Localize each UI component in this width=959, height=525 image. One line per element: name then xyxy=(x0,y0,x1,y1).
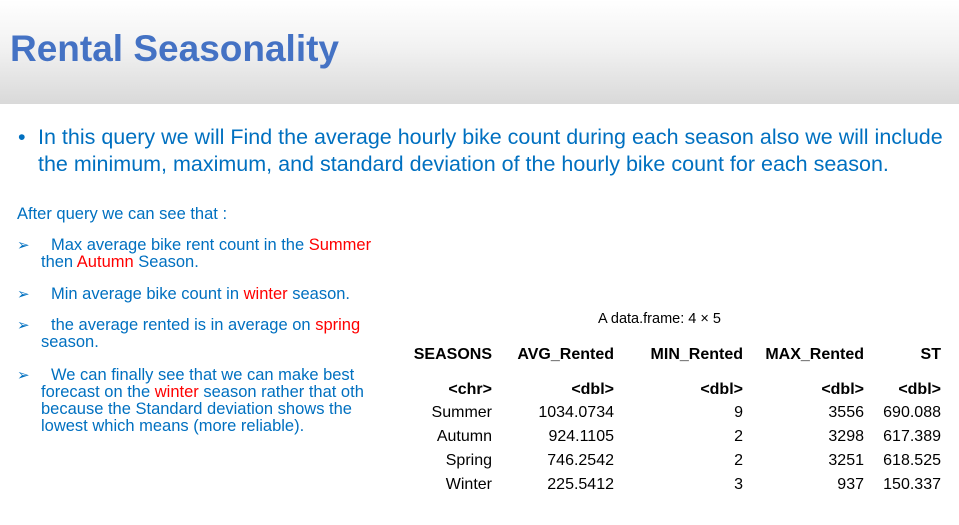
finding-1-text: Max average bike rent count in the xyxy=(51,236,309,254)
table-cell-avg-rented: 924.1105 xyxy=(548,428,614,445)
page-title: Rental Seasonality xyxy=(10,28,340,69)
findings-label: After query we can see that : xyxy=(17,205,228,223)
finding-2: ➢ Min average bike count in winter seaso… xyxy=(17,285,407,304)
table-cell-seasons: Spring xyxy=(445,452,492,469)
finding-4: ➢ We can finally see that we can make be… xyxy=(17,367,402,435)
finding-2-highlight: winter xyxy=(243,285,288,303)
arrow-bullet-icon: ➢ xyxy=(17,237,30,254)
table-cell-avg-rented: 746.2542 xyxy=(547,452,614,469)
column-type-max-rented: <dbl> xyxy=(821,381,864,398)
finding-1-highlight-2: Autumn xyxy=(76,253,134,271)
finding-3-highlight: spring xyxy=(315,316,361,334)
table-cell-avg-rented: 225.5412 xyxy=(547,476,614,493)
intro-text: In this query we will Find the average h… xyxy=(38,125,943,176)
column-header-seasons: SEASONS xyxy=(413,346,492,363)
arrow-bullet-icon: ➢ xyxy=(17,317,30,334)
column-type-min-rented: <dbl> xyxy=(700,381,743,398)
table-cell-st: 690.088 xyxy=(883,404,941,421)
finding-4-highlight: winter xyxy=(154,383,199,401)
column-type-st: <dbl> xyxy=(898,381,941,398)
intro-paragraph: • In this query we will Find the average… xyxy=(18,124,953,178)
table-cell-min-rented: 2 xyxy=(734,452,743,469)
table-cell-seasons: Winter xyxy=(445,476,492,493)
arrow-bullet-icon: ➢ xyxy=(17,367,30,384)
finding-1-mid: then xyxy=(41,253,77,271)
title-banner: Rental Seasonality xyxy=(0,0,959,104)
column-type-seasons: <chr> xyxy=(448,381,492,398)
finding-1-tail: Season. xyxy=(133,253,199,271)
finding-3-text: the average rented is in average on xyxy=(51,316,316,334)
dataframe-caption: A data.frame: 4 × 5 xyxy=(598,311,721,327)
table-cell-seasons: Autumn xyxy=(436,428,492,445)
table-cell-st: 618.525 xyxy=(883,452,941,469)
table-cell-seasons: Summer xyxy=(431,404,492,421)
finding-3: ➢ the average rented is in average on sp… xyxy=(17,317,397,351)
table-cell-st: 150.337 xyxy=(883,476,941,493)
table-cell-max-rented: 3298 xyxy=(828,428,864,445)
finding-4-tail: season rather that oth because the Stand… xyxy=(41,383,364,435)
finding-3-tail: season. xyxy=(41,333,99,351)
finding-1: ➢ Max average bike rent count in the Sum… xyxy=(17,237,407,271)
table-cell-max-rented: 937 xyxy=(837,476,864,493)
table-cell-st: 617.389 xyxy=(883,428,941,445)
table-cell-min-rented: 2 xyxy=(734,428,743,445)
column-header-min-rented: MIN_Rented xyxy=(650,346,743,363)
finding-1-highlight: Summer xyxy=(308,236,372,254)
column-header-max-rented: MAX_Rented xyxy=(765,346,864,363)
table-cell-max-rented: 3251 xyxy=(828,452,864,469)
table-cell-avg-rented: 1034.0734 xyxy=(538,404,614,421)
column-header-st: ST xyxy=(920,346,941,363)
table-cell-min-rented: 9 xyxy=(734,404,743,421)
table-cell-max-rented: 3556 xyxy=(828,404,864,421)
table-cell-min-rented: 3 xyxy=(734,476,743,493)
bullet-icon: • xyxy=(18,125,26,149)
column-type-avg-rented: <dbl> xyxy=(571,381,614,398)
finding-2-text: Min average bike count in xyxy=(51,285,244,303)
finding-4-text: We can finally see that we can make best… xyxy=(41,366,355,401)
finding-2-tail: season. xyxy=(287,285,351,303)
column-header-avg-rented: AVG_Rented xyxy=(517,346,614,363)
arrow-bullet-icon: ➢ xyxy=(17,286,30,303)
